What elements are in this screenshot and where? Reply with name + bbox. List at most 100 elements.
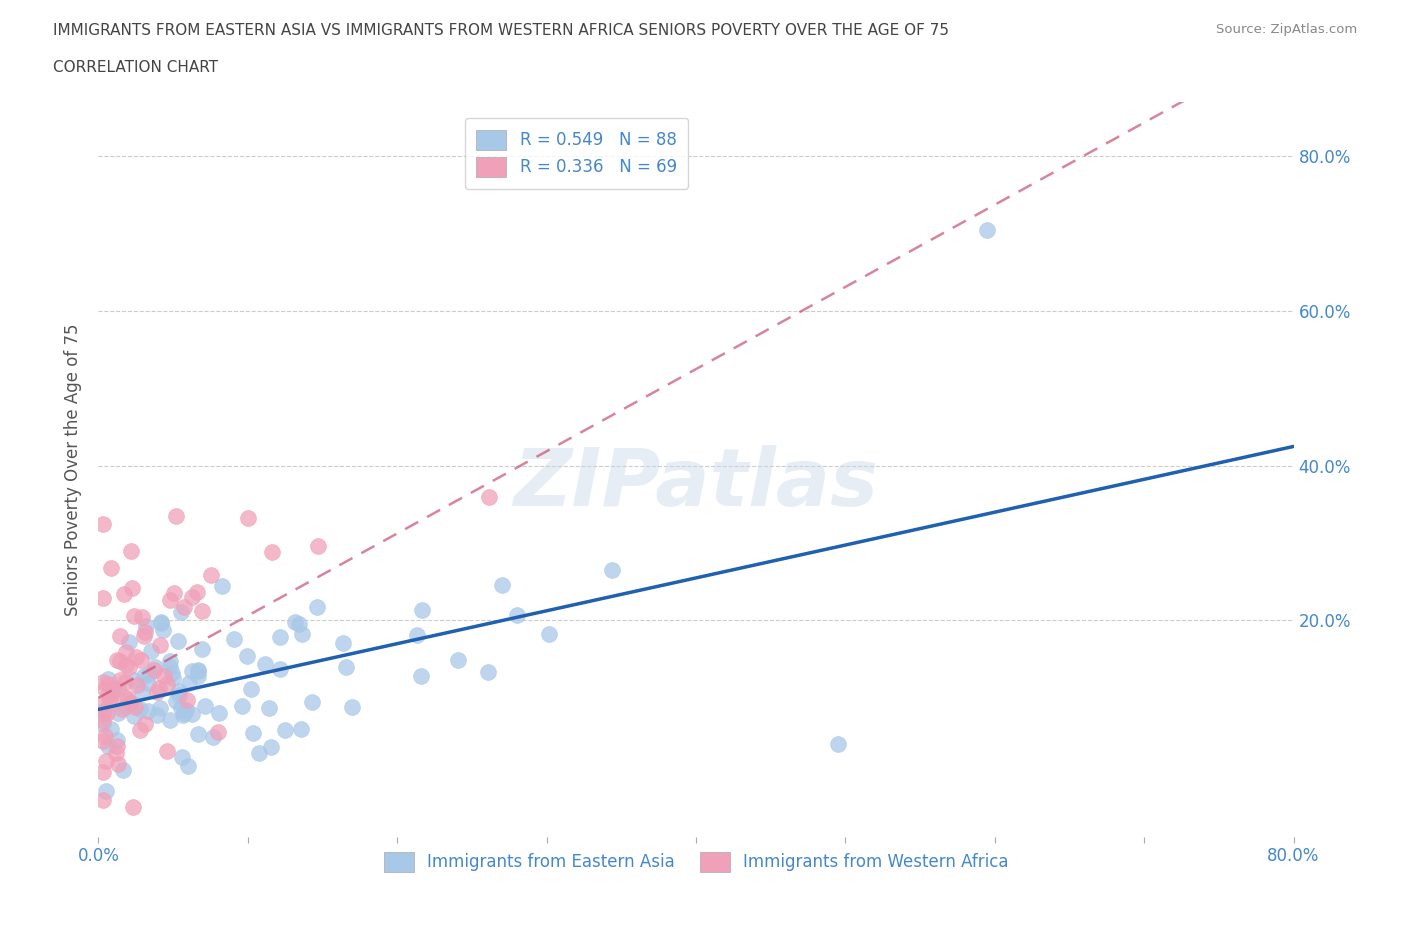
Point [107,756,129,771]
Point [105,739,128,754]
Point [290,722,312,737]
Point [191,604,214,618]
Point [120,696,142,711]
Point [179,675,201,690]
Point [236,649,259,664]
Point [159,659,181,674]
Point [91,733,114,748]
Point [159,654,181,669]
Text: IMMIGRANTS FROM EASTERN ASIA VS IMMIGRANTS FROM WESTERN AFRICA SENIORS POVERTY O: IMMIGRANTS FROM EASTERN ASIA VS IMMIGRAN… [53,23,949,38]
Point [169,684,191,698]
Point [108,653,131,668]
Point [156,744,179,759]
Point [537,627,560,642]
Point [131,610,153,625]
Point [194,698,217,713]
Point [115,644,138,659]
Point [91,716,114,731]
Point [100,722,122,737]
Point [114,674,136,689]
Point [159,592,181,607]
Point [269,662,291,677]
Point [91,591,114,605]
Point [976,222,998,237]
Point [160,665,183,680]
Point [231,698,253,713]
Point [253,657,276,671]
Point [240,682,263,697]
Point [491,578,513,592]
Point [94,753,117,768]
Point [143,660,166,675]
Point [135,618,157,633]
Point [257,701,280,716]
Point [152,623,174,638]
Point [177,759,200,774]
Point [506,607,529,622]
Point [340,699,363,714]
Point [125,650,148,665]
Point [138,667,160,682]
Point [301,695,323,710]
Point [170,700,193,715]
Point [236,511,259,525]
Point [124,699,146,714]
Text: ZIPatlas: ZIPatlas [513,445,879,524]
Point [222,631,245,646]
Point [148,680,170,695]
Point [291,627,314,642]
Point [98,691,121,706]
Point [91,697,114,711]
Point [122,608,145,623]
Point [94,682,117,697]
Point [149,701,172,716]
Point [170,750,193,764]
Point [207,724,229,739]
Point [134,717,156,732]
Point [186,585,208,600]
Point [96,705,118,720]
Point [93,729,115,744]
Point [208,706,231,721]
Point [146,708,169,723]
Point [114,699,136,714]
Point [409,669,432,684]
Point [260,740,283,755]
Point [165,509,187,524]
Point [162,671,184,685]
Point [269,630,291,644]
Point [153,669,176,684]
Point [406,627,429,642]
Point [136,675,159,690]
Point [163,586,186,601]
Point [91,517,114,532]
Point [122,800,145,815]
Point [134,669,156,684]
Point [274,723,297,737]
Point [105,733,128,748]
Point [117,691,139,706]
Point [165,693,187,708]
Point [97,739,120,754]
Point [107,706,129,721]
Point [167,633,190,648]
Point [105,653,128,668]
Point [335,659,357,674]
Point [107,682,129,697]
Point [125,677,148,692]
Point [132,629,155,644]
Point [129,701,152,716]
Text: CORRELATION CHART: CORRELATION CHART [53,60,218,75]
Point [91,707,114,722]
Point [91,703,114,718]
Point [114,689,136,704]
Point [96,676,118,691]
Point [191,642,214,657]
Point [100,561,122,576]
Point [173,705,195,720]
Point [156,676,179,691]
Point [201,729,224,744]
Point [307,599,329,614]
Point [180,664,202,679]
Point [260,544,283,559]
